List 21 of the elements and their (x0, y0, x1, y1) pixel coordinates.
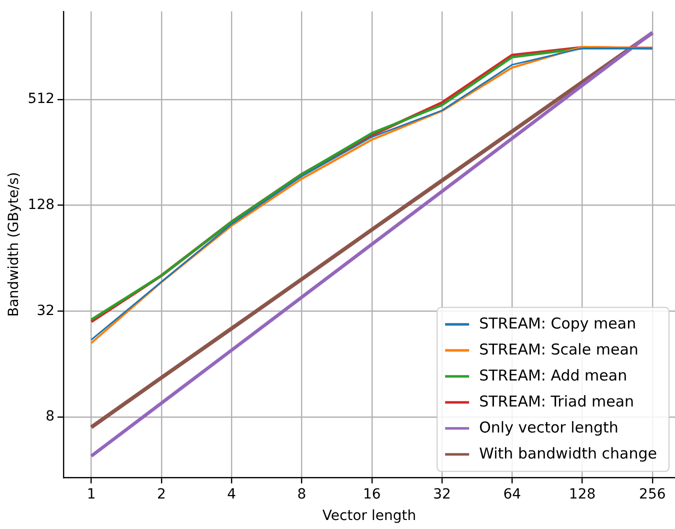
x-tick-label: 8 (297, 486, 306, 502)
y-tick-label: 32 (36, 302, 55, 319)
legend-label: STREAM: Add mean (479, 366, 628, 384)
y-tick-label: 8 (46, 408, 55, 425)
x-tick-label: 128 (568, 486, 596, 502)
x-tick-label: 4 (227, 486, 236, 502)
x-axis-title: Vector length (322, 508, 416, 524)
x-tick-label: 64 (503, 486, 522, 502)
y-axis-title: Bandwidth (GByte/s) (6, 172, 22, 317)
x-tick-label: 256 (639, 486, 666, 502)
legend-label: STREAM: Copy mean (479, 314, 636, 332)
x-tick-label: 16 (362, 486, 381, 502)
legend-label: Only vector length (479, 418, 618, 436)
x-tick-label: 32 (433, 486, 451, 502)
x-tick-label: 2 (156, 486, 166, 502)
y-tick-label: 512 (28, 91, 55, 108)
x-tick-label: 1 (86, 486, 96, 502)
legend-label: STREAM: Triad mean (479, 392, 634, 410)
legend-label: STREAM: Scale mean (479, 340, 638, 358)
y-tick-label: 128 (28, 196, 55, 213)
legend-label: With bandwidth change (479, 444, 658, 462)
